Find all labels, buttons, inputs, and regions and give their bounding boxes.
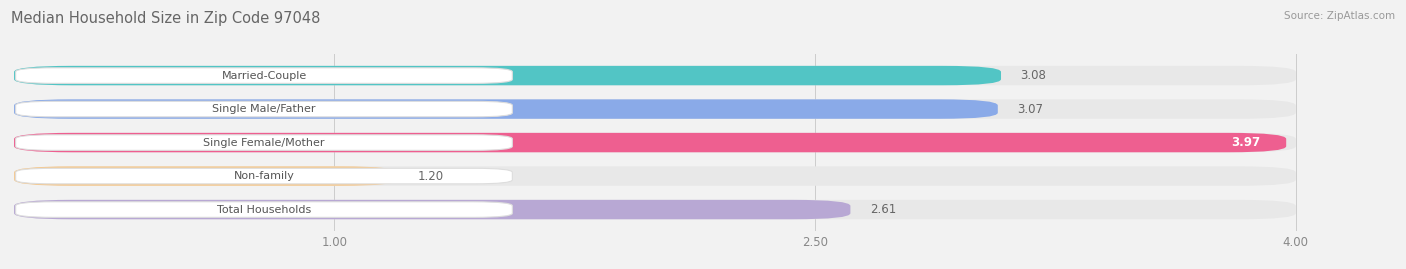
FancyBboxPatch shape	[14, 66, 1296, 85]
FancyBboxPatch shape	[15, 101, 512, 117]
FancyBboxPatch shape	[14, 166, 398, 186]
Text: 3.07: 3.07	[1017, 102, 1043, 116]
FancyBboxPatch shape	[15, 68, 512, 83]
FancyBboxPatch shape	[15, 135, 512, 150]
Text: 3.97: 3.97	[1232, 136, 1261, 149]
FancyBboxPatch shape	[14, 200, 851, 219]
FancyBboxPatch shape	[14, 133, 1296, 152]
FancyBboxPatch shape	[14, 200, 1296, 219]
Text: Total Households: Total Households	[217, 204, 311, 215]
FancyBboxPatch shape	[14, 166, 1296, 186]
FancyBboxPatch shape	[15, 168, 512, 184]
FancyBboxPatch shape	[14, 66, 1001, 85]
Text: Married-Couple: Married-Couple	[221, 70, 307, 81]
Text: Single Male/Father: Single Male/Father	[212, 104, 316, 114]
Text: Single Female/Mother: Single Female/Mother	[204, 137, 325, 148]
Text: 1.20: 1.20	[418, 169, 444, 183]
Text: Median Household Size in Zip Code 97048: Median Household Size in Zip Code 97048	[11, 11, 321, 26]
Text: Non-family: Non-family	[233, 171, 294, 181]
Text: Source: ZipAtlas.com: Source: ZipAtlas.com	[1284, 11, 1395, 21]
FancyBboxPatch shape	[14, 133, 1286, 152]
Text: 3.08: 3.08	[1021, 69, 1046, 82]
FancyBboxPatch shape	[15, 202, 512, 217]
FancyBboxPatch shape	[14, 99, 1296, 119]
FancyBboxPatch shape	[14, 99, 998, 119]
Text: 2.61: 2.61	[870, 203, 896, 216]
